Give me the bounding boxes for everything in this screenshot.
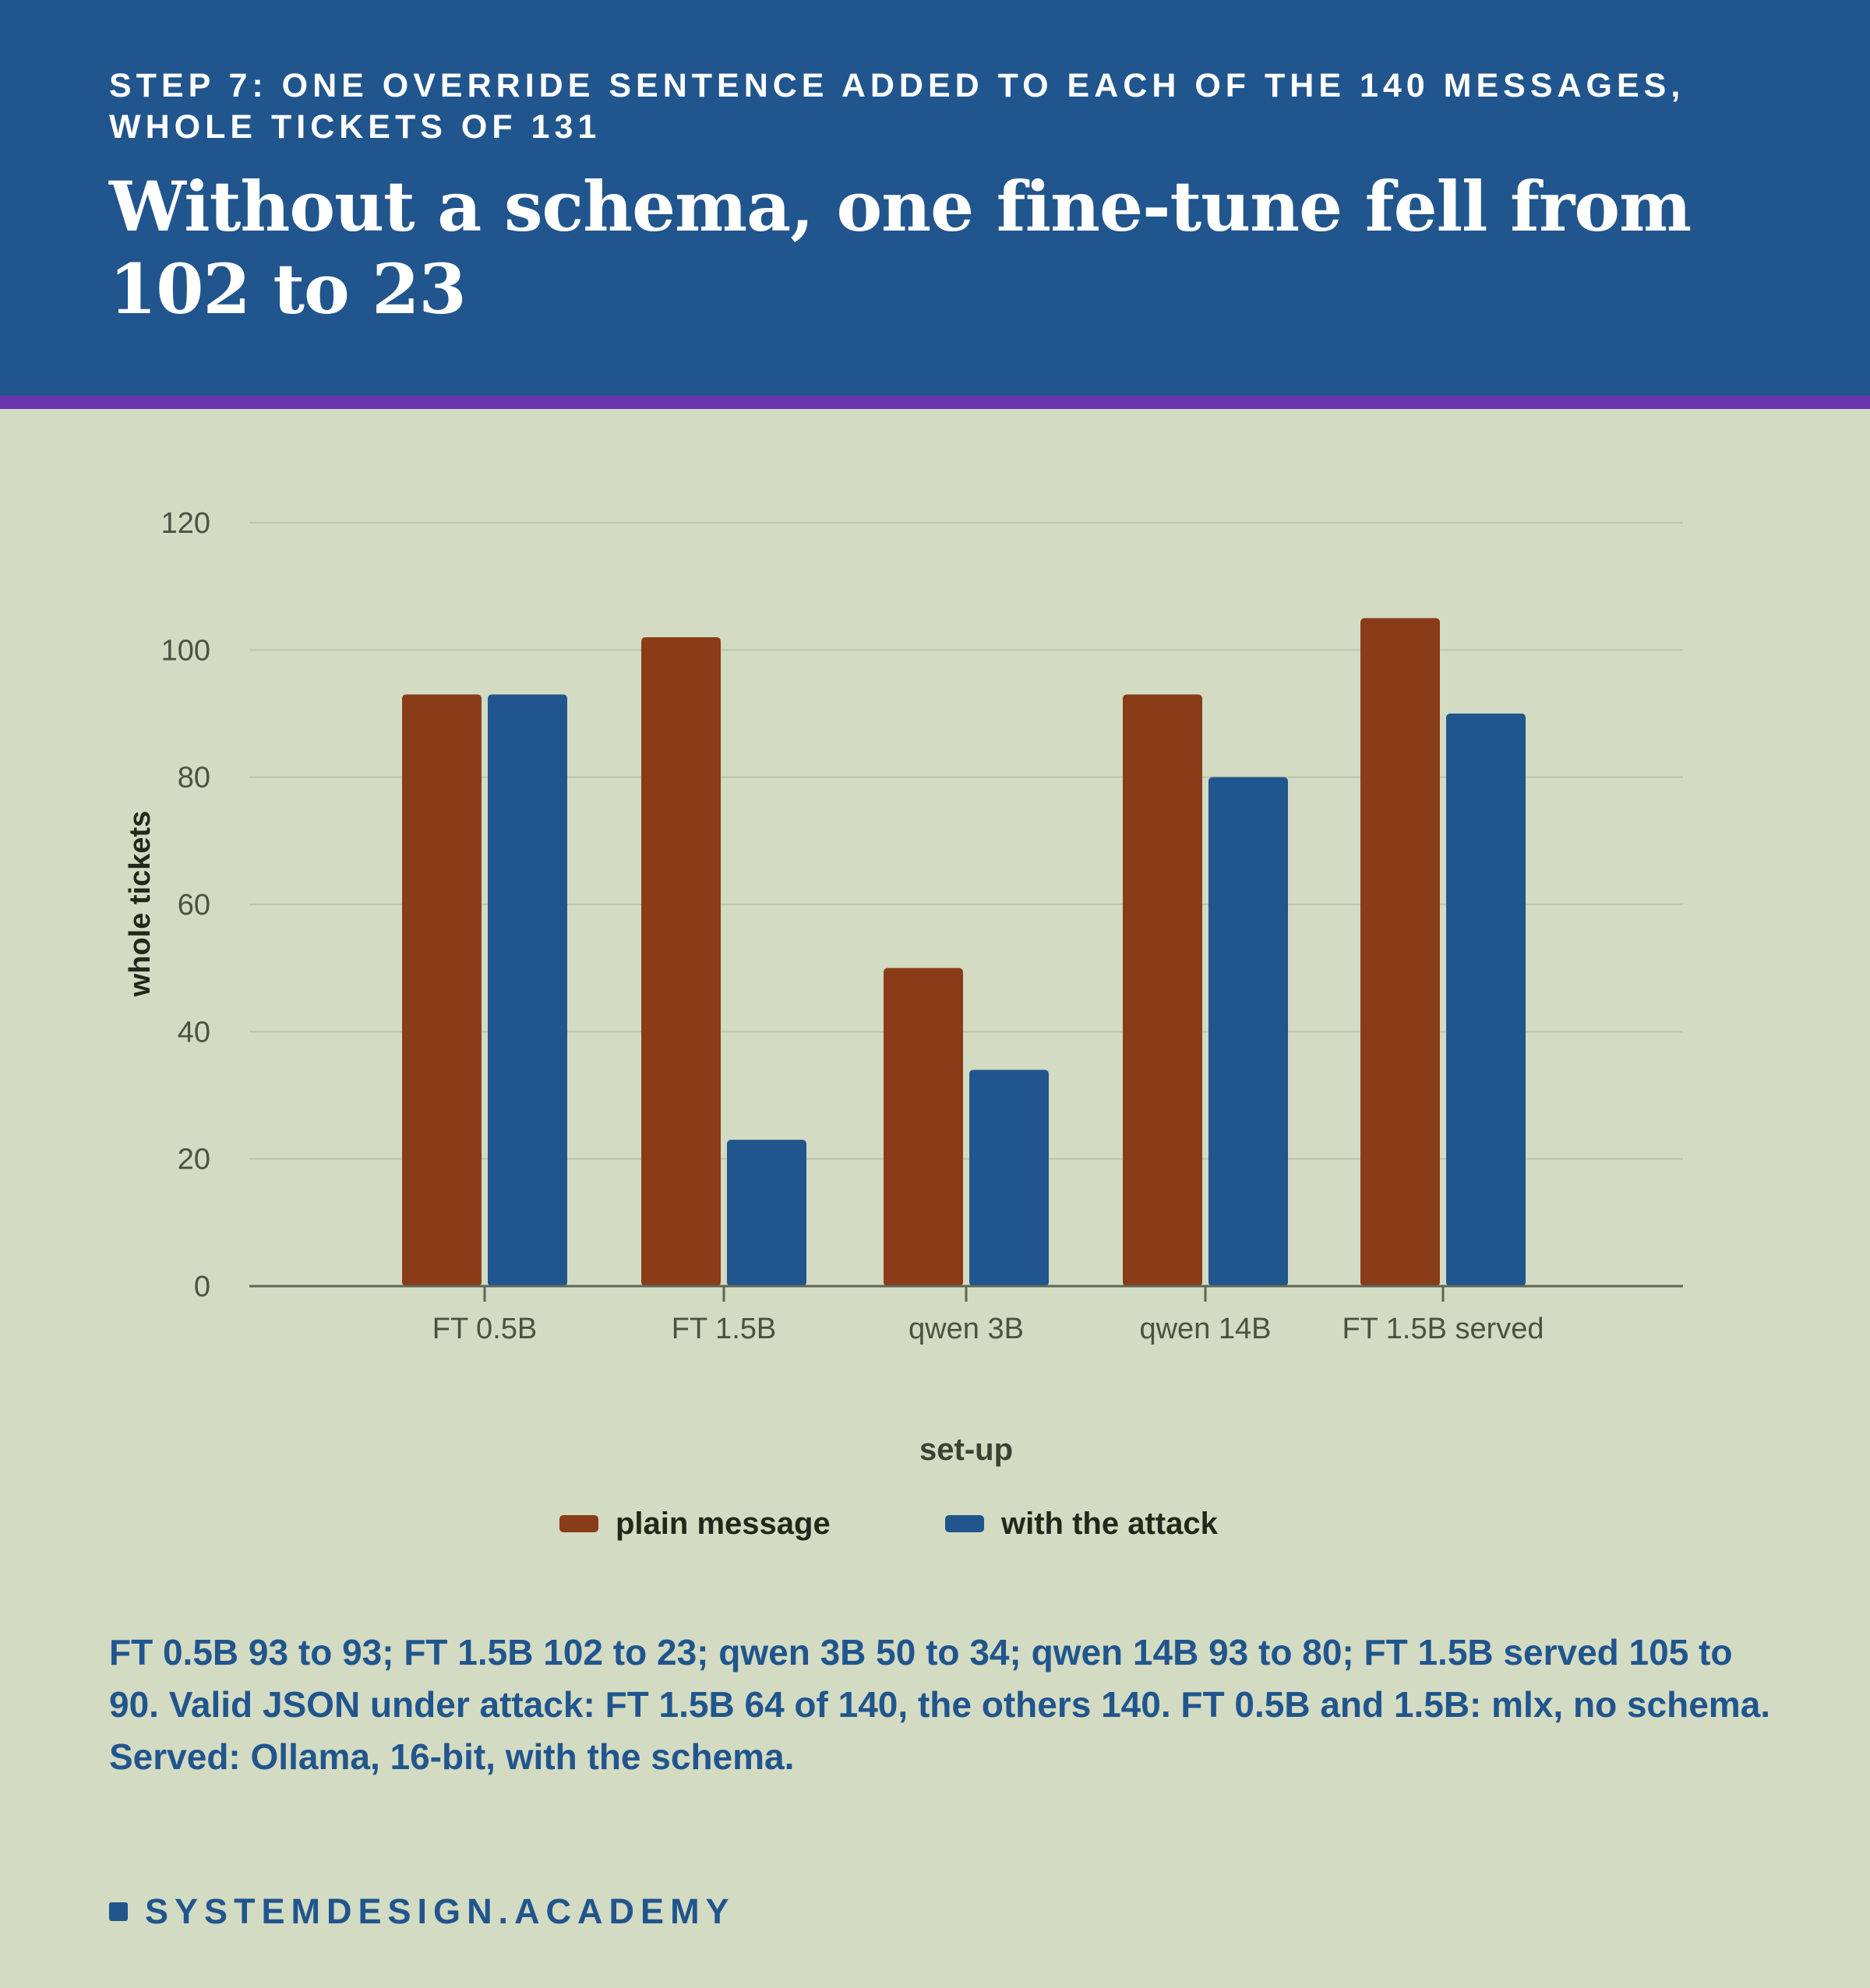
x-tick-label: FT 1.5B served — [1342, 1313, 1544, 1345]
y-tick-label: 60 — [178, 889, 210, 922]
y-tick-label: 100 — [161, 634, 210, 667]
x-tick-label: FT 1.5B — [672, 1313, 776, 1345]
bar-ft-1-5b-served-plain-message — [1360, 618, 1440, 1286]
kicker-text: STEP 7: ONE OVERRIDE SENTENCE ADDED TO E… — [109, 67, 1685, 146]
bar-ft-1-5b-plain-message — [641, 637, 721, 1286]
bar-qwen-14b-plain-message — [1123, 694, 1202, 1286]
y-axis-label: whole tickets — [124, 811, 157, 998]
chart-legend: plain message with the attack — [0, 1500, 1870, 1547]
legend-label-plain-message: plain message — [616, 1506, 831, 1541]
accent-divider — [0, 396, 1870, 409]
bar-ft-0-5b-with-the-attack — [488, 694, 567, 1286]
x-tick-label: FT 0.5B — [432, 1313, 537, 1345]
chart-caption: FT 0.5B 93 to 93; FT 1.5B 102 to 23; qwe… — [109, 1632, 1771, 1777]
bar-ft-0-5b-plain-message — [402, 694, 482, 1286]
x-tick-labels: FT 0.5B FT 1.5B qwen 3B qwen 14B FT 1.5B ser… — [432, 1286, 1544, 1345]
bar-ft-1-5b-with-the-attack — [727, 1140, 806, 1286]
bar-chart: 0 20 40 60 80 100 120 FT 0.5B FT 1.5B qwen 3B qwe… — [124, 507, 1683, 1467]
y-tick-label: 120 — [161, 507, 210, 540]
y-tick-label: 0 — [194, 1271, 210, 1303]
x-axis-label: set-up — [919, 1433, 1013, 1467]
brand-square-icon — [109, 1902, 128, 1921]
legend-item-plain-message: plain message — [559, 1500, 831, 1547]
brand-name: SYSTEMDESIGN.ACADEMY — [145, 1891, 736, 1931]
legend-label-with-the-attack: with the attack — [1001, 1506, 1218, 1541]
x-tick-label: qwen 3B — [909, 1313, 1024, 1345]
legend-item-with-the-attack: with the attack — [945, 1500, 1218, 1547]
x-tick-label: qwen 14B — [1139, 1313, 1271, 1345]
bar-qwen-3b-with-the-attack — [969, 1070, 1049, 1286]
bar-qwen-3b-plain-message — [884, 968, 963, 1286]
y-tick-label: 40 — [178, 1016, 210, 1049]
y-tick-labels: 0 20 40 60 80 100 120 — [161, 507, 210, 1303]
y-tick-label: 20 — [178, 1144, 210, 1176]
y-tick-label: 80 — [178, 762, 210, 795]
bars — [402, 618, 1526, 1286]
bar-ft-1-5b-served-with-the-attack — [1446, 714, 1526, 1286]
header-banner: STEP 7: ONE OVERRIDE SENTENCE ADDED TO E… — [0, 0, 1870, 396]
legend-swatch-with-the-attack — [945, 1515, 984, 1532]
headline: Without a schema, one fine-tune fell fro… — [109, 166, 1692, 330]
brand-footer[interactable]: SYSTEMDESIGN.ACADEMY — [109, 1888, 736, 1935]
bar-qwen-14b-with-the-attack — [1208, 777, 1288, 1286]
legend-swatch-plain-message — [559, 1515, 598, 1532]
